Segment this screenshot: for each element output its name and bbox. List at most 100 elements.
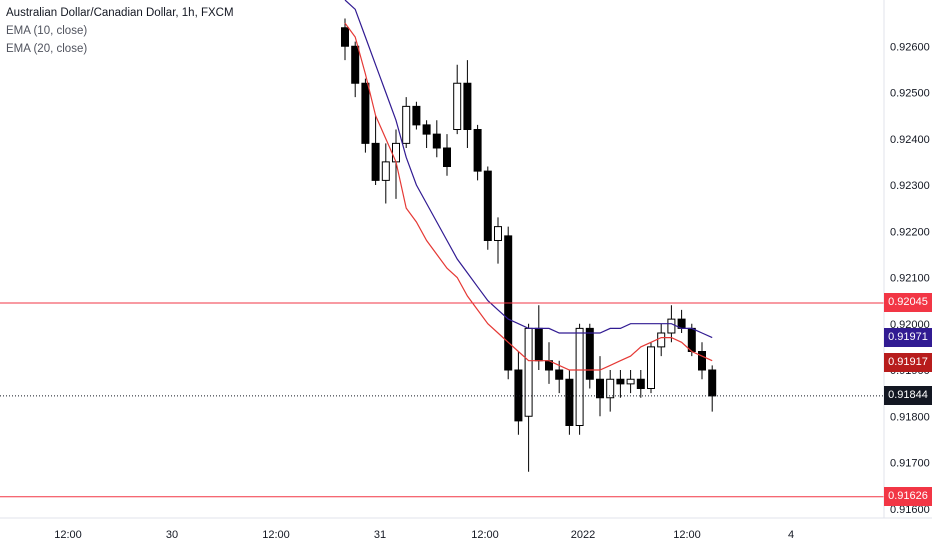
candle-body	[596, 378, 604, 399]
candle-body	[483, 170, 492, 241]
candle	[596, 356, 604, 417]
candle	[616, 370, 625, 398]
candle-body	[494, 226, 502, 241]
candle	[483, 166, 492, 250]
x-tick-label: 12:00	[471, 529, 499, 541]
ema-20-line	[344, 0, 713, 339]
candle-body	[565, 378, 574, 426]
candle-body	[534, 327, 543, 362]
x-tick-label: 4	[788, 529, 794, 541]
candle	[443, 134, 451, 176]
legend-ema-10[interactable]: EMA (10, close)	[6, 25, 88, 37]
y-tick-label: 0.92600	[890, 41, 930, 53]
time-axis: 12:00 30 12:00 31 12:00 2022 12:00 4	[54, 529, 794, 541]
candle	[524, 323, 533, 472]
y-tick-label: 0.92300	[890, 180, 930, 192]
candle-body	[514, 369, 523, 422]
candle-body	[524, 327, 533, 417]
candle	[402, 97, 411, 148]
candle-body	[392, 142, 400, 163]
y-tick-label: 0.91800	[890, 411, 930, 423]
candle-body	[381, 161, 390, 181]
candle-body	[698, 351, 706, 371]
candle-body	[585, 327, 594, 380]
candle-body	[616, 378, 625, 385]
candle-body	[422, 124, 431, 135]
x-tick-label: 31	[374, 529, 386, 541]
candle	[432, 120, 441, 158]
candle	[351, 41, 360, 98]
candle-body	[636, 378, 645, 389]
ema-10-line	[344, 22, 713, 371]
candle-body	[453, 82, 462, 130]
candle	[371, 115, 380, 185]
candle	[514, 351, 523, 435]
price-tag: 0.92045	[884, 293, 932, 313]
candle-body	[351, 45, 360, 84]
candle-body	[708, 369, 717, 397]
candle-body	[341, 27, 349, 47]
candle	[647, 342, 655, 394]
candle	[606, 370, 615, 412]
legend-ema-20[interactable]: EMA (20, close)	[6, 43, 88, 55]
ema-layer	[344, 0, 713, 371]
horizontal-lines-layer	[0, 302, 884, 498]
candle	[575, 323, 584, 435]
candle-body	[412, 105, 421, 126]
candle-body	[432, 133, 441, 149]
candle-body	[473, 129, 482, 172]
candle	[412, 101, 421, 130]
price-tag: 0.91971	[884, 327, 932, 347]
candle	[626, 370, 635, 394]
candle-body	[606, 378, 615, 399]
candle-body	[361, 82, 370, 144]
candle-body	[667, 318, 676, 334]
candle-body	[687, 327, 696, 352]
candle-body	[657, 332, 666, 348]
candle	[555, 360, 564, 394]
x-tick-label: 12:00	[262, 529, 290, 541]
y-tick-label: 0.92200	[890, 226, 930, 238]
candle-body	[402, 105, 411, 144]
candle	[677, 309, 686, 333]
candle	[381, 143, 390, 204]
candle	[494, 217, 502, 264]
candle-body	[443, 147, 451, 167]
y-tick-label: 0.92400	[890, 134, 930, 146]
y-tick-label: 0.91600	[890, 504, 930, 516]
price-axis: 0.92600 0.92500 0.92400 0.92300 0.92200 0.921…	[890, 41, 930, 516]
candle	[453, 64, 462, 135]
chart-legend: Australian Dollar/Canadian Dollar, 1h, F…	[6, 4, 234, 58]
candle-body	[647, 346, 655, 389]
candle-body	[463, 82, 472, 130]
x-tick-label: 30	[166, 529, 178, 541]
candle-body	[626, 378, 635, 385]
candle	[657, 323, 666, 357]
price-tag: 0.91917	[884, 352, 932, 372]
x-tick-label: 2022	[571, 529, 595, 541]
candle	[341, 18, 349, 61]
candle	[473, 124, 482, 181]
candle-body	[575, 327, 584, 426]
y-tick-label: 0.92100	[890, 273, 930, 285]
candle	[636, 370, 645, 398]
candle	[422, 120, 431, 148]
candle-body	[371, 142, 380, 181]
candle	[565, 370, 574, 435]
price-tag: 0.91844	[884, 386, 932, 406]
price-tag: 0.91626	[884, 487, 932, 507]
y-tick-label: 0.92500	[890, 88, 930, 100]
candle	[463, 60, 472, 148]
candles-layer	[341, 18, 717, 472]
candle	[361, 78, 370, 153]
y-tick-label: 0.91700	[890, 458, 930, 470]
candle	[545, 342, 553, 384]
x-tick-label: 12:00	[54, 529, 82, 541]
candle	[708, 365, 717, 412]
legend-title: Australian Dollar/Canadian Dollar, 1h, F…	[6, 7, 234, 19]
candle-body	[555, 369, 564, 380]
candle	[698, 342, 706, 380]
candle	[585, 323, 594, 389]
